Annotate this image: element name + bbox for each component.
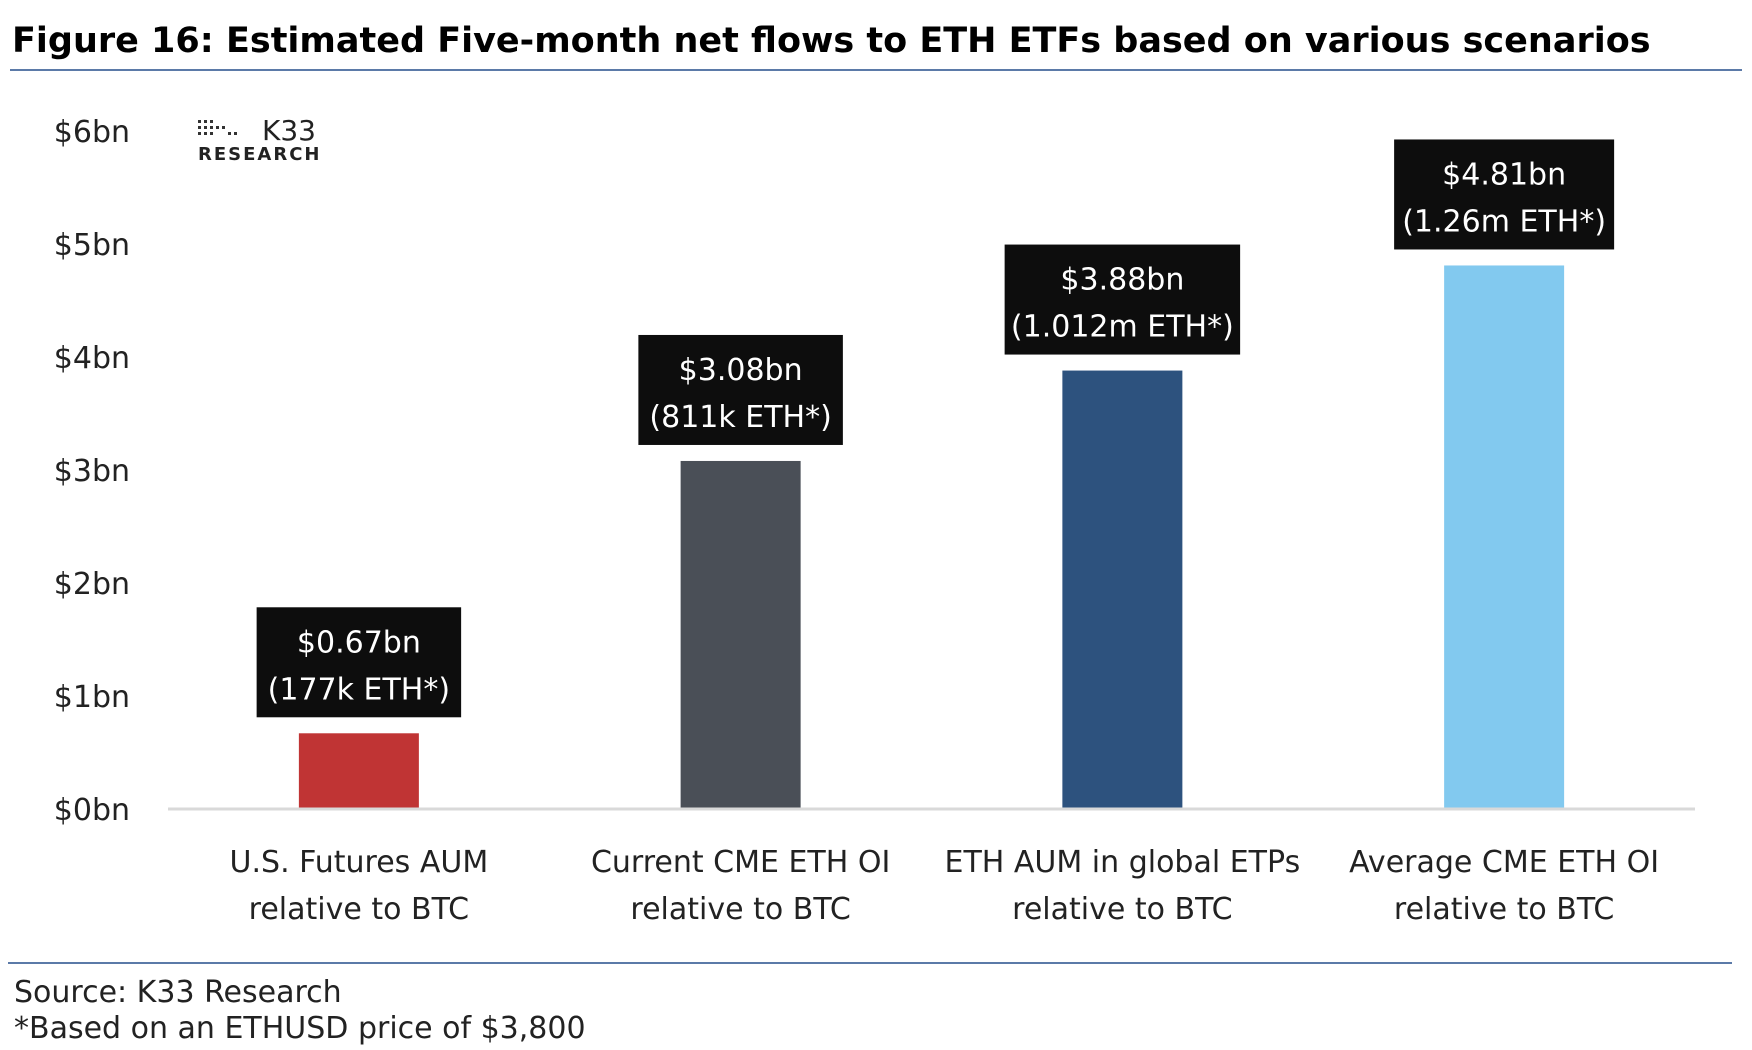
data-label-box bbox=[1004, 244, 1241, 355]
y-axis-ticks: $0bn $1bn $2bn $3bn $4bn $5bn $6bn bbox=[54, 115, 130, 828]
source-note: Source: K33 Research bbox=[14, 975, 342, 1010]
bar bbox=[298, 733, 419, 809]
y-tick-label: $6bn bbox=[54, 115, 130, 150]
data-label: $3.88bn (1.012m ETH*) bbox=[1004, 244, 1241, 355]
data-label-eth: (1.26m ETH*) bbox=[1402, 204, 1606, 239]
x-tick-label: relative to BTC bbox=[249, 892, 469, 927]
x-tick-label: ETH AUM in global ETPs bbox=[945, 845, 1301, 880]
x-tick-label: U.S. Futures AUM bbox=[230, 845, 489, 880]
y-tick-label: $5bn bbox=[54, 228, 130, 263]
logo-glyph-icon bbox=[198, 120, 237, 135]
chart-title: Figure 16: Estimated Five-month net flow… bbox=[12, 21, 1651, 61]
data-labels: $0.67bn (177k ETH*) $3.08bn (811k ETH*) $3.8… bbox=[256, 139, 1615, 718]
data-label: $3.08bn (811k ETH*) bbox=[638, 334, 843, 445]
data-label-value: $4.81bn bbox=[1442, 157, 1566, 192]
bar bbox=[1444, 265, 1565, 810]
data-label-box bbox=[256, 607, 462, 718]
y-tick-label: $0bn bbox=[54, 793, 130, 828]
data-label: $0.67bn (177k ETH*) bbox=[256, 607, 462, 718]
x-tick-label: Current CME ETH OI bbox=[591, 845, 890, 880]
logo-mark: K33 bbox=[262, 114, 316, 147]
data-label-value: $3.08bn bbox=[679, 353, 803, 388]
data-label-eth: (1.012m ETH*) bbox=[1011, 310, 1234, 345]
footnote: *Based on an ETHUSD price of $3,800 bbox=[14, 1011, 586, 1046]
data-label-box bbox=[638, 334, 843, 445]
x-tick-label: relative to BTC bbox=[1012, 892, 1232, 927]
data-label-box bbox=[1394, 139, 1615, 250]
y-tick-label: $2bn bbox=[54, 567, 130, 602]
data-label-value: $0.67bn bbox=[297, 625, 421, 660]
bars bbox=[168, 265, 1695, 811]
data-label-eth: (177k ETH*) bbox=[268, 672, 450, 707]
y-tick-label: $3bn bbox=[54, 454, 130, 489]
y-tick-label: $1bn bbox=[54, 680, 130, 715]
x-tick-label: Average CME ETH OI bbox=[1349, 845, 1659, 880]
data-label: $4.81bn (1.26m ETH*) bbox=[1394, 139, 1615, 250]
x-tick-label: relative to BTC bbox=[1394, 892, 1614, 927]
logo-subtitle: RESEARCH bbox=[198, 144, 321, 165]
data-label-eth: (811k ETH*) bbox=[649, 400, 831, 435]
data-label-value: $3.88bn bbox=[1060, 263, 1184, 298]
brand-logo: K33 RESEARCH bbox=[198, 114, 321, 165]
x-axis-labels: U.S. Futures AUM relative to BTC Current C… bbox=[230, 845, 1660, 927]
bar bbox=[680, 460, 801, 809]
x-tick-label: relative to BTC bbox=[630, 892, 850, 927]
bar bbox=[1062, 370, 1183, 809]
y-tick-label: $4bn bbox=[54, 341, 130, 376]
